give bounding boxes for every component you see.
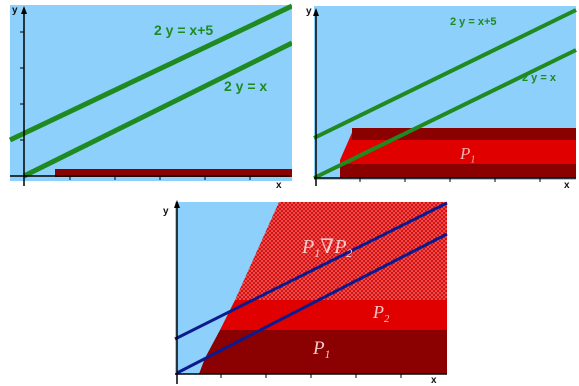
x-axis-label: x [431,375,437,386]
line-label-2y-eq-x: 2 y = x [224,78,268,94]
x-ticks [69,176,251,180]
panel-3-canvas [174,200,448,384]
x-ticks [359,178,541,182]
region-p1-nabla-p2-label: P1∇P2 [302,236,353,261]
y-axis-label: y [163,206,169,217]
panel-region-p1: y x 2 y = x+5 2 y = x P1 [300,0,579,192]
region-p1-top-band [352,128,576,140]
line-label-2y-eq-x: 2 y = x [522,72,556,84]
y-axis-label: y [306,6,312,17]
region-p1-bottom-band [340,164,576,178]
line-2y-eq-x-plus-5 [8,3,292,143]
y-axis-arrow [174,200,180,208]
region-p1 [199,330,447,374]
y-axis-arrow [21,6,27,14]
region-p1-label: P1 [460,144,476,166]
panel-union-region: y x P1∇P2 P2 P1 [155,198,449,386]
region-p2-label: P2 [373,302,390,325]
panel-2-canvas [313,6,577,186]
region-p1-label: P1 [313,338,331,361]
x-ticks [220,374,402,378]
line-label-2y-eq-x-plus-5: 2 y = x+5 [154,22,214,38]
blue-line-lower [176,232,448,375]
panel-lines-only: y x 2 y = x+5 2 y = x [0,0,292,192]
y-axis-arrow [313,8,319,16]
line-2y-eq-x [313,48,577,180]
y-ticks [20,31,24,141]
panel-1-canvas [8,3,292,186]
background-region [10,5,292,181]
x-axis-label: x [564,180,570,191]
blue-line-upper [174,201,448,341]
y-axis-label: y [12,5,18,16]
region-p2 [220,300,447,330]
line-2y-eq-x-plus-5 [313,8,577,140]
x-axis-label: x [276,180,282,191]
region-p1-nabla-p2 [235,202,447,300]
line-label-2y-eq-x-plus-5: 2 y = x+5 [450,16,497,28]
baseline-strip [55,169,292,177]
line-2y-eq-x [22,40,292,179]
